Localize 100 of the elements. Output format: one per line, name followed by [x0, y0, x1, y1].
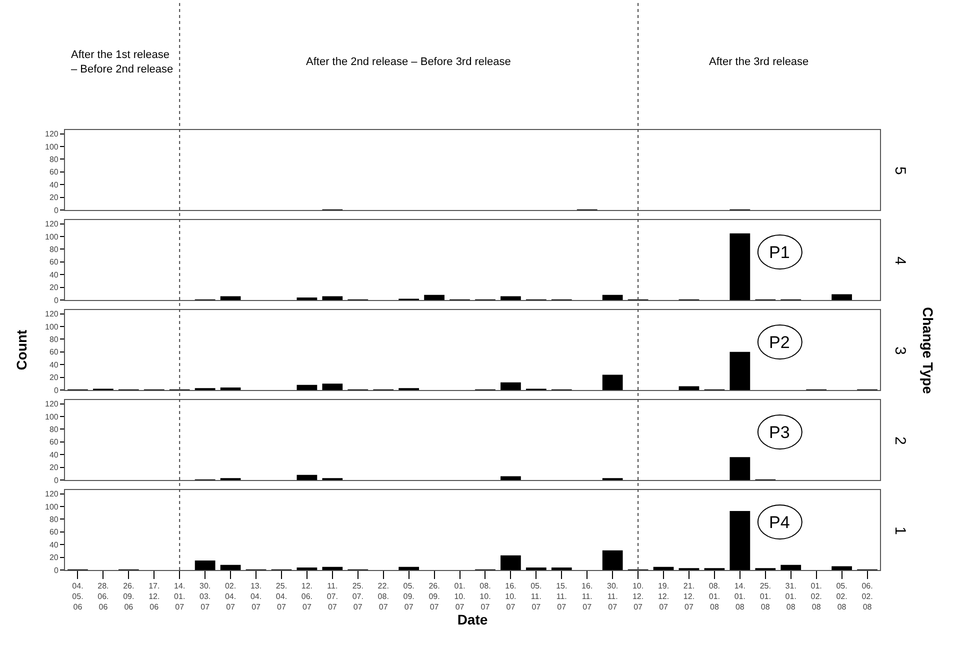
- y-tick-label: 0: [54, 476, 59, 485]
- y-tick-label: 100: [45, 322, 59, 332]
- x-tick-label: 15.11.07: [556, 582, 568, 612]
- y-tick-label: 20: [49, 373, 59, 382]
- y2-axis-title: 3: [892, 346, 908, 355]
- y-tick-label: 20: [49, 553, 59, 562]
- x-tick-label: 05.02.08: [836, 582, 848, 612]
- bar: [220, 296, 241, 300]
- bar: [220, 387, 241, 390]
- y-tick-label: 40: [49, 540, 59, 550]
- bar: [678, 386, 700, 390]
- y-tick-label: 40: [49, 180, 59, 190]
- y-tick-label: 0: [54, 386, 59, 395]
- text: After the 3rd release: [709, 56, 809, 68]
- annotation: P2: [769, 333, 790, 352]
- x-tick-label: 25.04.07: [276, 582, 288, 612]
- y-tick-label: 60: [49, 438, 59, 447]
- annotation: P4: [769, 513, 790, 532]
- x-tick-label: 10.12.07: [632, 582, 644, 612]
- x-tick-label: 06.02.08: [862, 582, 873, 612]
- x-tick-label: 16.10.07: [505, 582, 516, 612]
- x-tick-label: 05.11.07: [530, 582, 542, 612]
- x-tick-label: 01.02.08: [810, 582, 822, 612]
- bar: [296, 297, 318, 300]
- y2-axis-title: 1: [892, 526, 908, 535]
- x-tick-label: 14.01.08: [734, 582, 746, 612]
- y-tick-label: 100: [45, 412, 59, 422]
- y-tick-label: 80: [49, 155, 59, 164]
- y-tick-label: 100: [45, 502, 59, 512]
- bar: [500, 382, 521, 390]
- x-tick-label: 16.11.07: [582, 582, 593, 612]
- y-tick-label: 60: [49, 168, 59, 177]
- y2-axis-title: 2: [892, 436, 908, 445]
- x-tick-label: 25.01.08: [760, 582, 771, 612]
- y-tick-label: 80: [49, 335, 59, 344]
- bar: [322, 384, 343, 390]
- bar: [500, 476, 521, 480]
- bar: [296, 474, 318, 480]
- x-tick-label: 04.05.06: [72, 582, 84, 612]
- x-tick-label: 31.01.08: [785, 582, 796, 612]
- annotation: P1: [769, 243, 790, 262]
- y-tick-label: 60: [49, 528, 59, 537]
- y-axis-title: Count: [14, 329, 30, 370]
- x-tick-label: 12.06.07: [301, 582, 313, 612]
- y-tick-label: 80: [49, 425, 59, 434]
- bar: [424, 294, 444, 300]
- y-tick-label: 40: [49, 360, 59, 370]
- bar: [602, 374, 623, 390]
- x-tick-label: 28.06.06: [98, 582, 109, 612]
- y-tick-label: 0: [54, 296, 59, 305]
- y-tick-label: 60: [49, 348, 59, 357]
- y-tick-label: 20: [49, 463, 59, 472]
- bar: [602, 294, 623, 300]
- y-tick-label: 120: [45, 220, 59, 229]
- y-tick-label: 0: [54, 566, 59, 575]
- y-tick-label: 80: [49, 515, 59, 524]
- y-tick-label: 100: [45, 232, 59, 242]
- x-tick-label: 22.08.07: [378, 582, 389, 612]
- y-tick-label: 40: [49, 270, 59, 280]
- x-tick-label: 05.09.07: [403, 582, 414, 612]
- x-axis-title: Date: [457, 612, 488, 628]
- y-tick-label: 120: [45, 400, 59, 409]
- x-tick-label: 19.12.07: [658, 582, 670, 612]
- x-tick-label: 08.10.07: [480, 582, 491, 612]
- annotation: P3: [769, 423, 790, 442]
- text: After the 2nd release – Before 3rd release: [306, 56, 511, 68]
- y-tick-label: 20: [49, 193, 59, 202]
- bar: [832, 294, 852, 300]
- y-tick-label: 40: [49, 450, 59, 460]
- y-tick-label: 120: [45, 310, 59, 319]
- bar: [296, 384, 318, 390]
- y-tick-label: 20: [49, 283, 59, 292]
- y-tick-label: 60: [49, 258, 59, 267]
- x-tick-label: 26.09.07: [428, 582, 440, 612]
- x-tick-label: 14.01.07: [174, 582, 186, 612]
- text: Change Type: [920, 307, 936, 394]
- x-tick-label: 11.07.07: [326, 582, 338, 612]
- x-tick-label: 21.12.07: [683, 582, 695, 612]
- x-tick-label: 30.03.07: [200, 582, 211, 612]
- x-tick-label: 08.01.08: [708, 582, 720, 612]
- y2-axis-title: 5: [892, 166, 908, 175]
- x-tick-label: 30.11.07: [607, 582, 618, 612]
- y-tick-label: 0: [54, 206, 59, 215]
- text: After the 1st release – Before 2nd release: [71, 49, 174, 76]
- y-tick-label: 100: [45, 142, 59, 152]
- x-tick-label: 02.04.07: [224, 582, 236, 612]
- bar: [730, 233, 750, 300]
- bar: [322, 296, 343, 300]
- bar: [730, 457, 750, 480]
- x-tick-label: 26.09.06: [123, 582, 134, 612]
- y-tick-label: 120: [45, 130, 59, 139]
- y-tick-label: 120: [45, 490, 59, 499]
- y-tick-label: 80: [49, 245, 59, 254]
- x-tick-label: 17.12.06: [148, 582, 160, 612]
- bar: [500, 296, 521, 300]
- x-tick-label: 25.07.07: [352, 582, 364, 612]
- y2-axis-title: 4: [892, 256, 908, 265]
- x-tick-label: 01.10.07: [454, 582, 466, 612]
- x-tick-label: 13.04.07: [250, 582, 262, 612]
- bar: [730, 352, 750, 390]
